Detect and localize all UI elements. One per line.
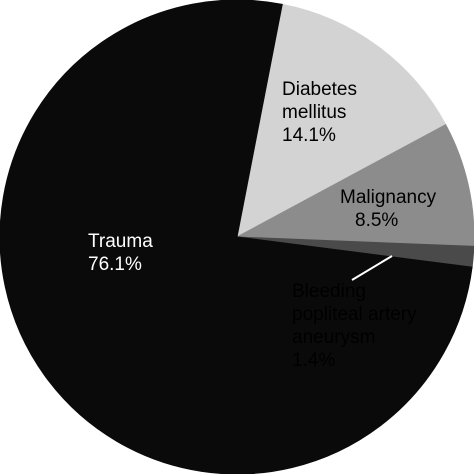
category-name: Malignancy [340, 187, 437, 208]
slice-label: Diabetes mellitus 14.1% [282, 78, 357, 147]
value-label: 1.4% [292, 350, 336, 371]
category-name: Diabetes mellitus [282, 79, 357, 123]
slice-label: Malignancy 8.5% [340, 186, 436, 232]
value-label: 14.1% [282, 125, 336, 146]
category-name: Trauma [88, 231, 153, 252]
value-label: 76.1% [88, 254, 142, 275]
slice-label: Bleeding popliteal artery aneurysm 1.4% [292, 280, 417, 372]
pie-slice [236, 3, 447, 238]
value-label: 8.5% [355, 210, 399, 231]
slice-label: Trauma 76.1% [88, 230, 153, 276]
category-name: Bleeding popliteal artery aneurysm [292, 281, 417, 348]
leader-line [351, 255, 393, 281]
